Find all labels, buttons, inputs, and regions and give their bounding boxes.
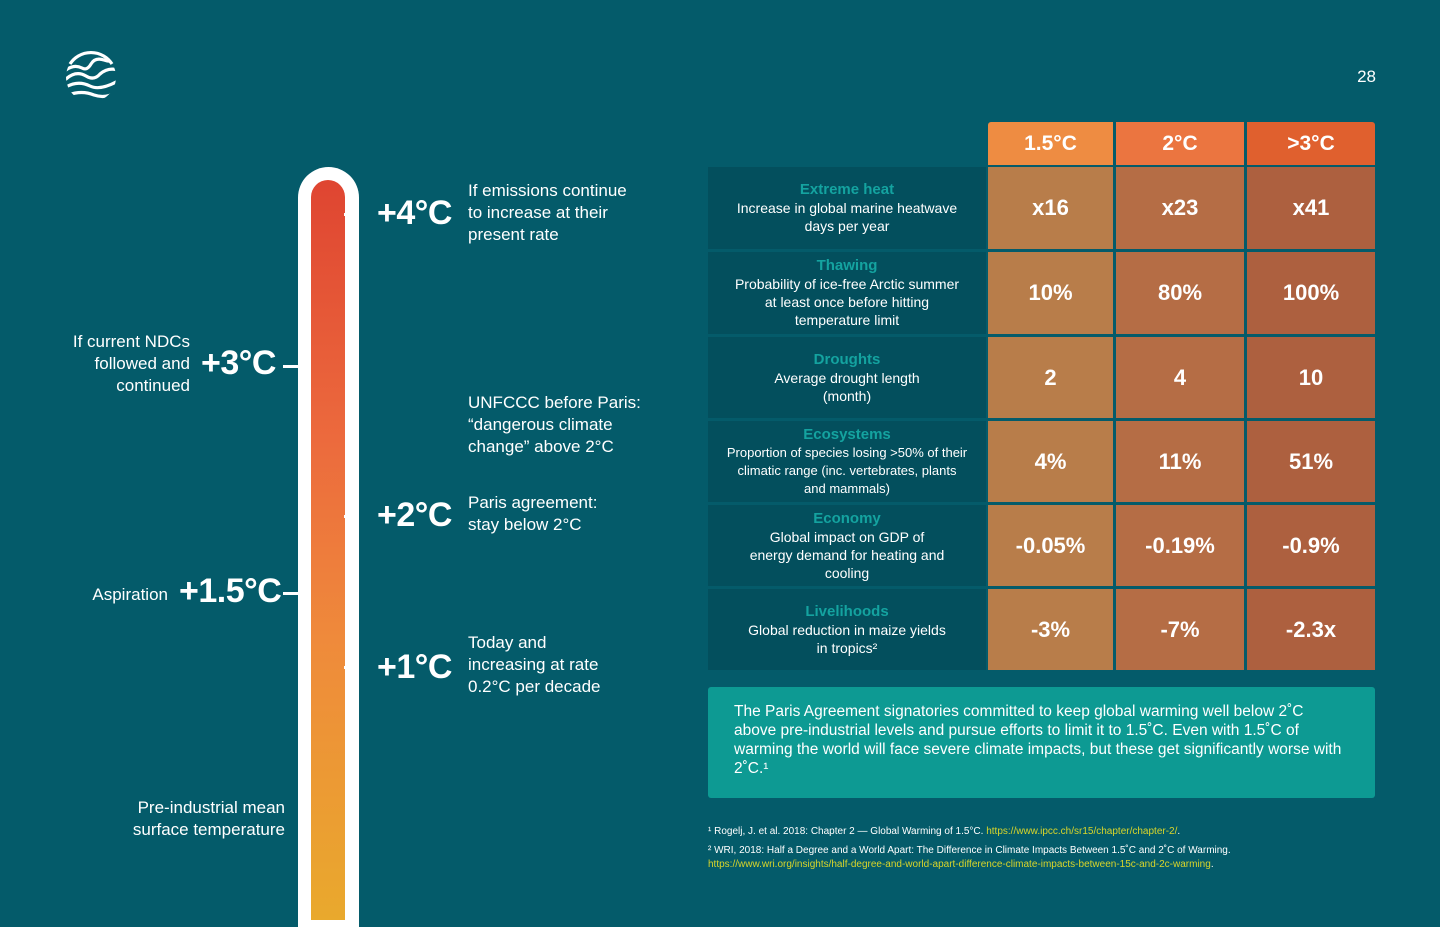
temp-3c: +3°C bbox=[201, 344, 276, 382]
emissions-label: If emissions continue to increase at the… bbox=[468, 181, 627, 244]
row-subtitle: Global impact on GDP of energy demand fo… bbox=[749, 528, 945, 581]
row-subtitle: Increase in global marine heatwave days … bbox=[736, 200, 958, 234]
footnote-1-link[interactable]: https://www.ipcc.ch/sr15/chapter/chapter… bbox=[986, 826, 1178, 837]
row-label-livelihoods: Livelihoods Global reduction in maize yi… bbox=[708, 589, 986, 670]
row-title: Ecosystems bbox=[803, 425, 891, 443]
row-title: Thawing bbox=[816, 257, 878, 274]
row-subtitle: Average drought length (month) bbox=[774, 369, 920, 404]
cell-ecosystems-3c: 51% bbox=[1247, 421, 1375, 502]
tick-2c bbox=[344, 515, 359, 518]
cell-thawing-2c: 80% bbox=[1116, 252, 1244, 334]
temp-1-5c: +1.5°C bbox=[179, 572, 282, 610]
row-label-ecosystems: Ecosystems Proportion of species losing … bbox=[708, 421, 986, 502]
footnote-1: ¹ Rogelj, J. et al. 2018: Chapter 2 — Gl… bbox=[708, 826, 1181, 837]
cell-droughts-3c: 10 bbox=[1247, 337, 1375, 418]
cell-extreme-heat-2c: x23 bbox=[1116, 167, 1244, 249]
row-title: Droughts bbox=[813, 350, 881, 368]
cell-thawing-1-5c: 10% bbox=[988, 252, 1113, 334]
row-label-thawing: Thawing Probability of ice-free Arctic s… bbox=[708, 252, 986, 334]
row-label-extreme-heat: Extreme heat Increase in global marine h… bbox=[708, 167, 986, 249]
pre-industrial-label: Pre-industrial mean surface temperature bbox=[132, 798, 285, 839]
tick-4c bbox=[344, 213, 359, 216]
cell-ecosystems-1-5c: 4% bbox=[988, 421, 1113, 502]
footnote-2-link[interactable]: https://www.wri.org/insights/half-degree… bbox=[708, 859, 1211, 870]
cell-thawing-3c: 100% bbox=[1247, 252, 1375, 334]
cell-livelihoods-3c: -2.3x bbox=[1247, 589, 1375, 670]
header-3c: >3°C bbox=[1247, 122, 1375, 165]
tick-1-5c bbox=[283, 592, 298, 595]
cell-droughts-1-5c: 2 bbox=[988, 337, 1113, 418]
header-1-5c: 1.5°C bbox=[988, 122, 1113, 165]
header-2c: 2°C bbox=[1116, 122, 1244, 165]
row-title: Economy bbox=[813, 509, 881, 527]
aspiration-label: Aspiration bbox=[92, 585, 168, 604]
page-number: 28 bbox=[1357, 67, 1376, 86]
row-title: Livelihoods bbox=[805, 602, 889, 620]
cell-livelihoods-1-5c: -3% bbox=[988, 589, 1113, 670]
tick-3c bbox=[283, 365, 298, 368]
paris-agreement-note: The Paris Agreement signatories committe… bbox=[708, 687, 1375, 798]
cell-livelihoods-2c: -7% bbox=[1116, 589, 1244, 670]
cell-extreme-heat-1-5c: x16 bbox=[988, 167, 1113, 249]
cell-economy-1-5c: -0.05% bbox=[988, 505, 1113, 586]
cell-droughts-2c: 4 bbox=[1116, 337, 1244, 418]
row-subtitle: Probability of ice-free Arctic summer at… bbox=[734, 276, 960, 328]
thermometer-fill bbox=[311, 180, 345, 920]
cell-economy-3c: -0.9% bbox=[1247, 505, 1375, 586]
cell-economy-2c: -0.19% bbox=[1116, 505, 1244, 586]
paris-label: Paris agreement: stay below 2°C bbox=[468, 493, 598, 534]
row-label-economy: Economy Global impact on GDP of energy d… bbox=[708, 505, 986, 586]
temp-2c: +2°C bbox=[377, 496, 452, 534]
wave-globe-logo-icon bbox=[66, 50, 116, 99]
cell-ecosystems-2c: 11% bbox=[1116, 421, 1244, 502]
temp-4c: +4°C bbox=[377, 194, 452, 232]
row-subtitle: Proportion of species losing >50% of the… bbox=[726, 444, 968, 496]
footnote-2: ² WRI, 2018: Half a Degree and a World A… bbox=[708, 845, 1231, 870]
row-subtitle: Global reduction in maize yields in trop… bbox=[748, 621, 946, 656]
ndc-label: If current NDCs followed and continued bbox=[72, 332, 190, 395]
unfccc-label: UNFCCC before Paris: “dangerous climate … bbox=[468, 393, 641, 456]
row-label-droughts: Droughts Average drought length (month) bbox=[708, 337, 986, 418]
temp-1c: +1°C bbox=[377, 648, 452, 686]
cell-extreme-heat-3c: x41 bbox=[1247, 167, 1375, 249]
tick-1c bbox=[344, 666, 359, 669]
today-label: Today and increasing at rate 0.2°C per d… bbox=[468, 633, 601, 696]
row-title: Extreme heat bbox=[799, 181, 895, 198]
